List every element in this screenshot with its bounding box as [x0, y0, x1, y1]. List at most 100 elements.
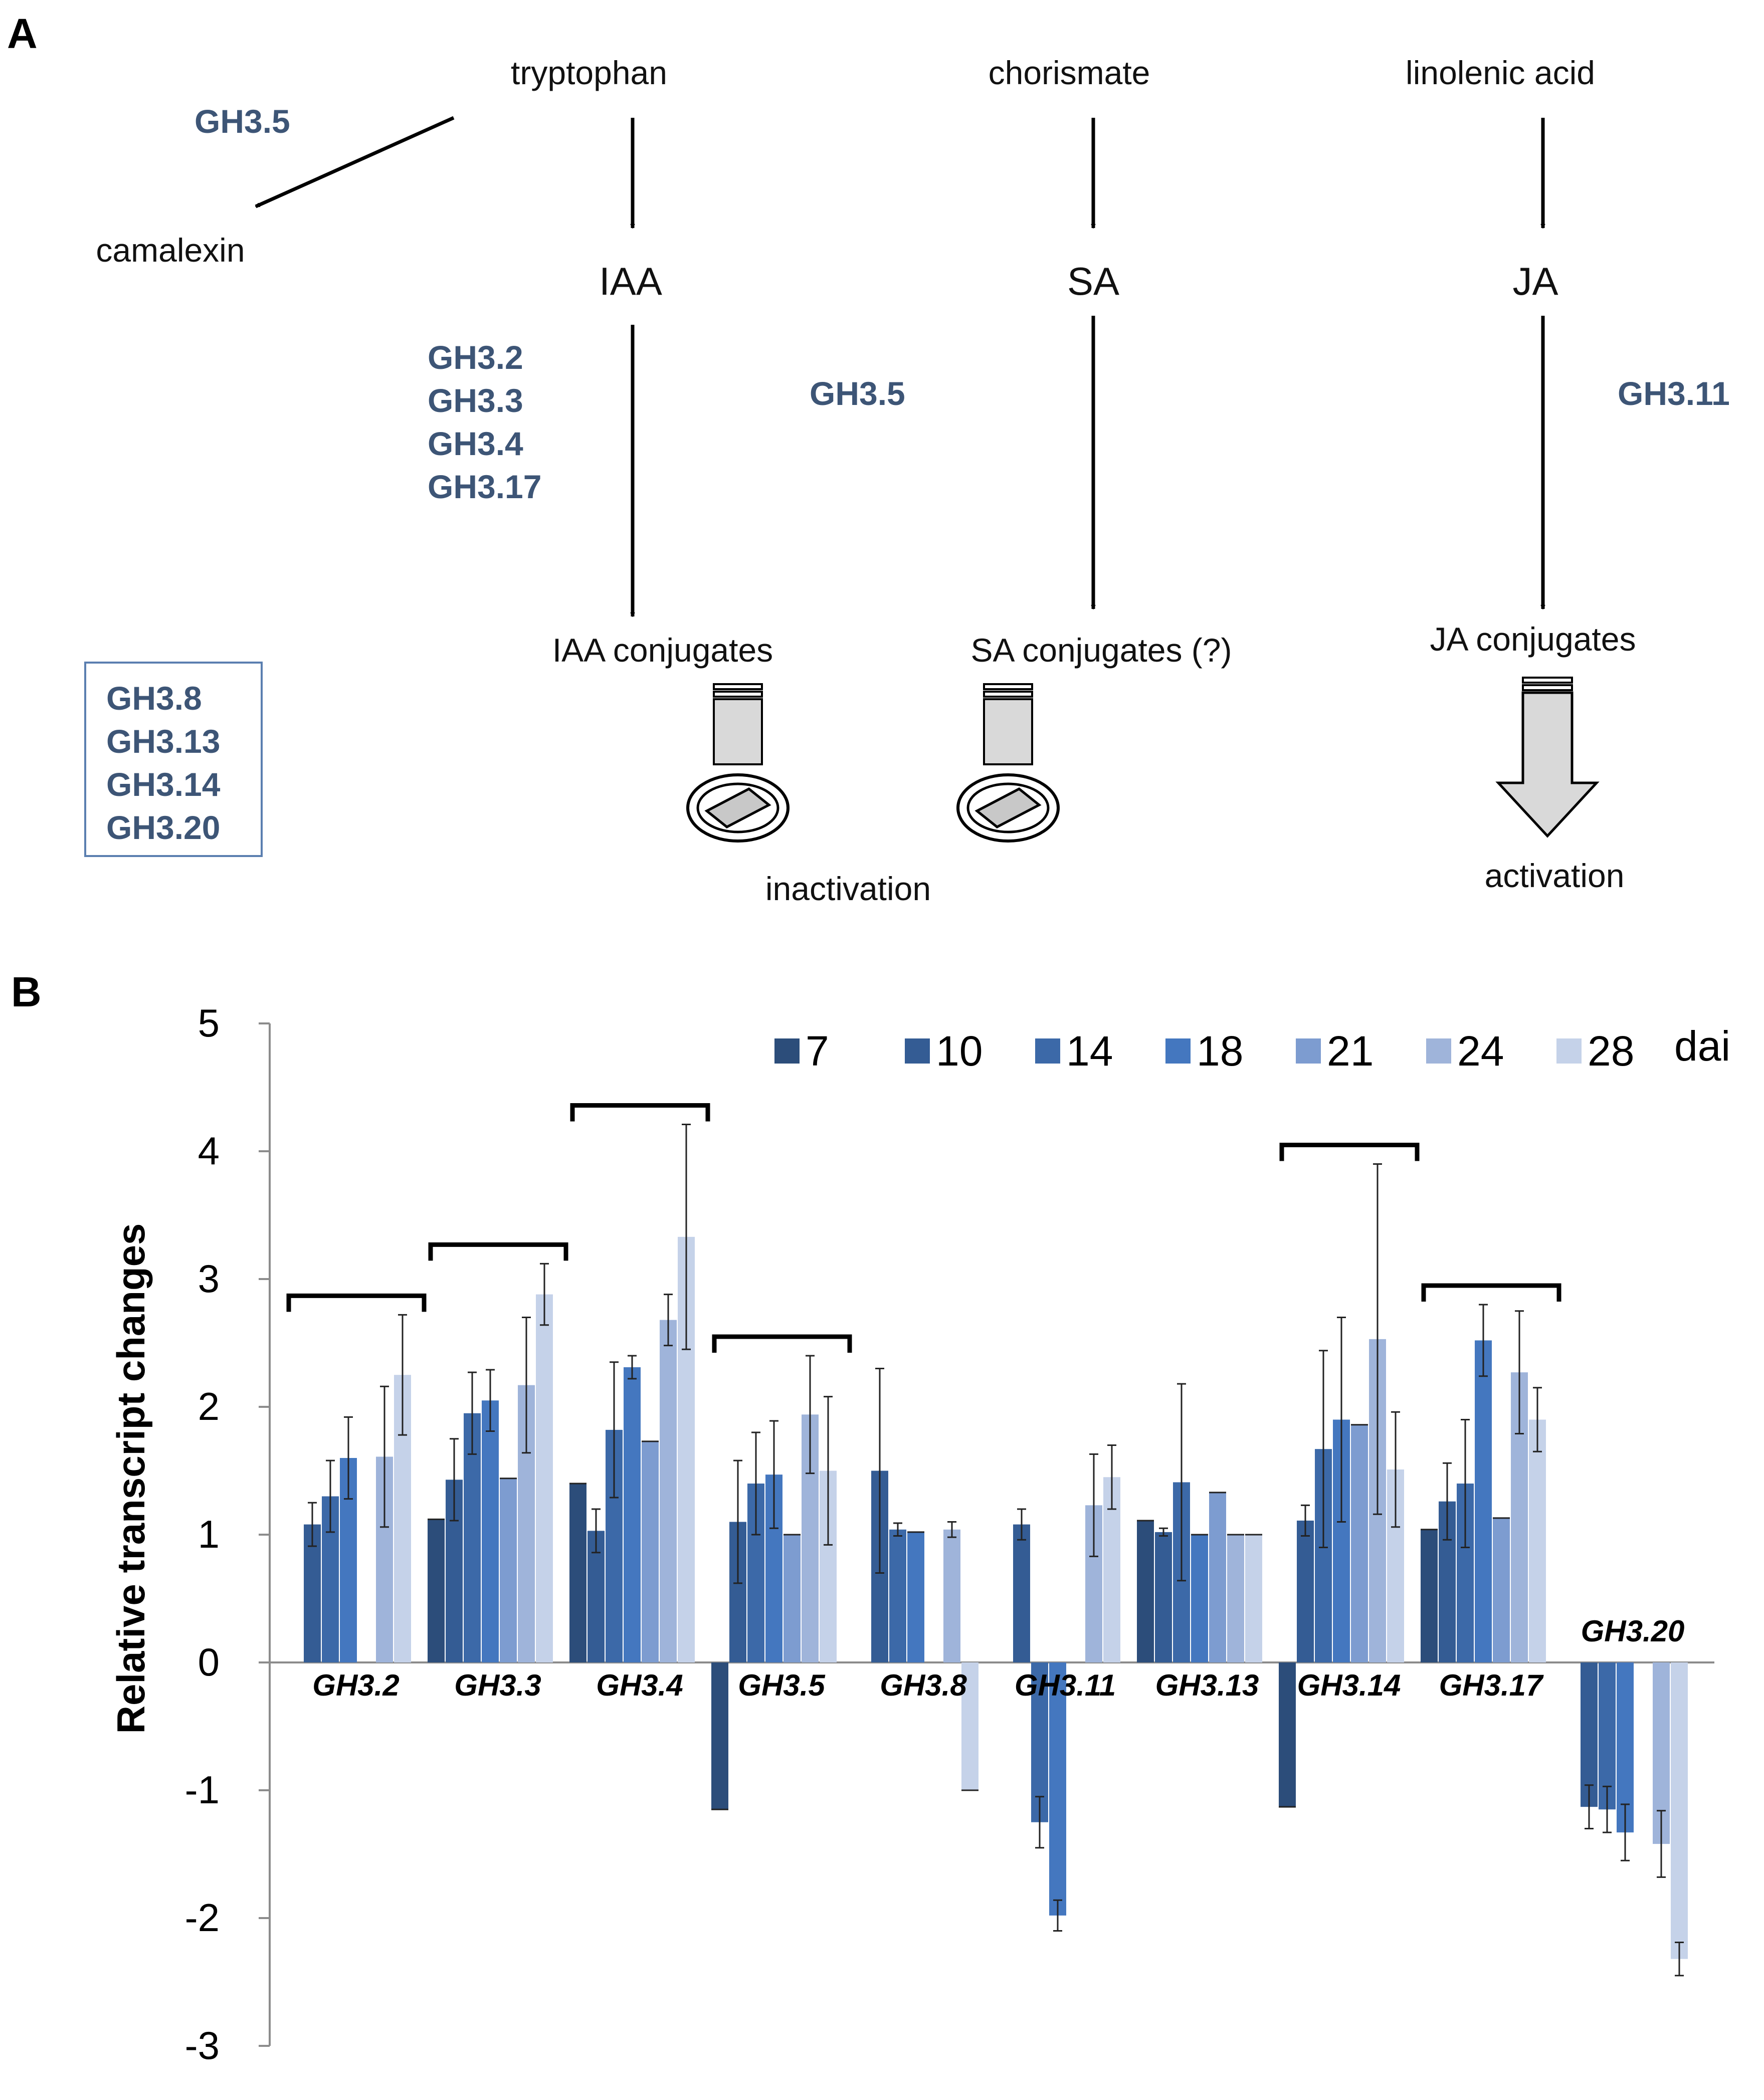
legend-label: 18	[1197, 1027, 1243, 1075]
y-tick-label: 5	[198, 1001, 220, 1045]
panel-a-label: A	[7, 10, 38, 57]
bar	[569, 1484, 586, 1662]
camalexin-gene-label: GH3.5	[194, 103, 290, 140]
bar	[482, 1400, 499, 1662]
bar	[1137, 1520, 1154, 1662]
y-tick-label: 1	[198, 1512, 220, 1556]
bar	[783, 1535, 801, 1662]
legend-swatch	[1165, 1038, 1191, 1064]
ja-label: JA	[1512, 259, 1558, 303]
legend-label: 14	[1066, 1027, 1113, 1075]
significance-bracket	[428, 1242, 568, 1261]
iaa-gene-label-2: GH3.3	[428, 382, 523, 419]
tryptophan-to-camalexin-arrow	[256, 116, 455, 208]
legend-swatch	[1296, 1038, 1321, 1064]
legend-swatch	[1556, 1038, 1582, 1064]
y-tick-label: -1	[185, 1768, 220, 1812]
boxed-gene-label-3: GH3.14	[106, 766, 221, 803]
bar	[1581, 1662, 1598, 1807]
chorismate-label: chorismate	[989, 54, 1150, 91]
bar	[1351, 1424, 1368, 1662]
y-axis-label: Relative transcript changes	[109, 1223, 153, 1734]
legend-label: 28	[1588, 1027, 1634, 1075]
bar	[1209, 1492, 1226, 1662]
bar	[1493, 1518, 1510, 1662]
legend-swatch	[774, 1038, 800, 1064]
legend-swatch	[905, 1038, 930, 1064]
category-label: GH3.11	[1015, 1668, 1116, 1702]
panel-a: A tryptophan chorismate linolenic acid c…	[7, 10, 1730, 907]
significance-bracket	[712, 1334, 852, 1353]
iaa-gene-label-4: GH3.17	[428, 468, 541, 505]
bar	[624, 1367, 641, 1662]
significance-bracket	[1421, 1283, 1561, 1302]
bar	[1671, 1662, 1688, 1959]
bar	[1155, 1532, 1172, 1662]
bar	[1297, 1520, 1314, 1662]
legend-swatch	[1035, 1038, 1060, 1064]
legend-unit-label: dai	[1674, 1022, 1730, 1070]
significance-bracket	[286, 1293, 427, 1312]
iaa-gene-label-3: GH3.4	[428, 425, 523, 462]
legend-label: 7	[806, 1027, 829, 1075]
chart-bars	[304, 1123, 1688, 1977]
category-label: GH3.20	[1581, 1614, 1685, 1648]
legend-label: 24	[1457, 1027, 1504, 1075]
significance-bracket	[570, 1103, 710, 1122]
bar	[943, 1529, 960, 1662]
category-label: GH3.4	[596, 1668, 683, 1702]
bar	[536, 1294, 553, 1662]
bar	[428, 1519, 445, 1662]
bar	[907, 1532, 924, 1662]
y-tick-label: 4	[198, 1129, 220, 1173]
linolenic-acid-label: linolenic acid	[1406, 54, 1595, 91]
category-label: GH3.2	[312, 1668, 399, 1702]
camalexin-label: camalexin	[96, 232, 245, 269]
bar	[1421, 1529, 1438, 1662]
category-label: GH3.3	[454, 1668, 541, 1702]
sa-label: SA	[1067, 259, 1119, 303]
y-tick-label: 0	[198, 1640, 220, 1684]
category-label: GH3.8	[880, 1668, 967, 1702]
iaa-conjugates-label: IAA conjugates	[552, 632, 773, 669]
y-tick-label: 2	[198, 1384, 220, 1428]
bar	[1245, 1535, 1262, 1662]
chart-category-labels: GH3.2 GH3.3 GH3.4 GH3.5 GH3.8 GH3.11 GH3.13 GH3…	[312, 1614, 1684, 1702]
category-label: GH3.14	[1297, 1668, 1401, 1702]
chart-legend: 7 10 14 18 21 24 28 dai	[774, 1022, 1730, 1075]
bar	[1031, 1662, 1048, 1822]
bar	[1599, 1662, 1616, 1810]
boxed-gene-label-1: GH3.8	[106, 680, 202, 717]
bar	[1279, 1662, 1296, 1807]
category-label: GH3.17	[1439, 1668, 1544, 1702]
iaa-inactivation-symbol	[686, 683, 790, 843]
bar	[1227, 1535, 1244, 1662]
bar	[1475, 1340, 1492, 1662]
bar	[1191, 1535, 1208, 1662]
legend-label: 10	[936, 1027, 983, 1075]
sa-inactivation-symbol	[956, 683, 1060, 843]
category-label: GH3.5	[738, 1668, 826, 1702]
y-tick-label: -2	[185, 1896, 220, 1940]
bar	[889, 1529, 906, 1662]
boxed-gene-label-2: GH3.13	[106, 723, 220, 760]
legend-swatch	[1426, 1038, 1451, 1064]
iaa-label: IAA	[599, 259, 662, 303]
boxed-genes-frame	[84, 662, 263, 857]
bar	[500, 1478, 517, 1662]
ja-gene-label: GH3.11	[1618, 375, 1730, 412]
tryptophan-label: tryptophan	[511, 54, 667, 91]
bar	[1049, 1662, 1066, 1916]
bar	[304, 1524, 321, 1662]
activation-label: activation	[1485, 857, 1625, 894]
bar	[1529, 1419, 1546, 1662]
chart-brackets	[286, 1103, 1561, 1353]
ja-activation-symbol	[1495, 677, 1600, 838]
panel-b-label: B	[11, 968, 42, 1015]
bar	[660, 1320, 677, 1662]
iaa-gene-label-1: GH3.2	[428, 339, 523, 376]
bar	[961, 1662, 978, 1790]
significance-bracket	[1279, 1143, 1420, 1161]
boxed-gene-label-4: GH3.20	[106, 809, 220, 846]
